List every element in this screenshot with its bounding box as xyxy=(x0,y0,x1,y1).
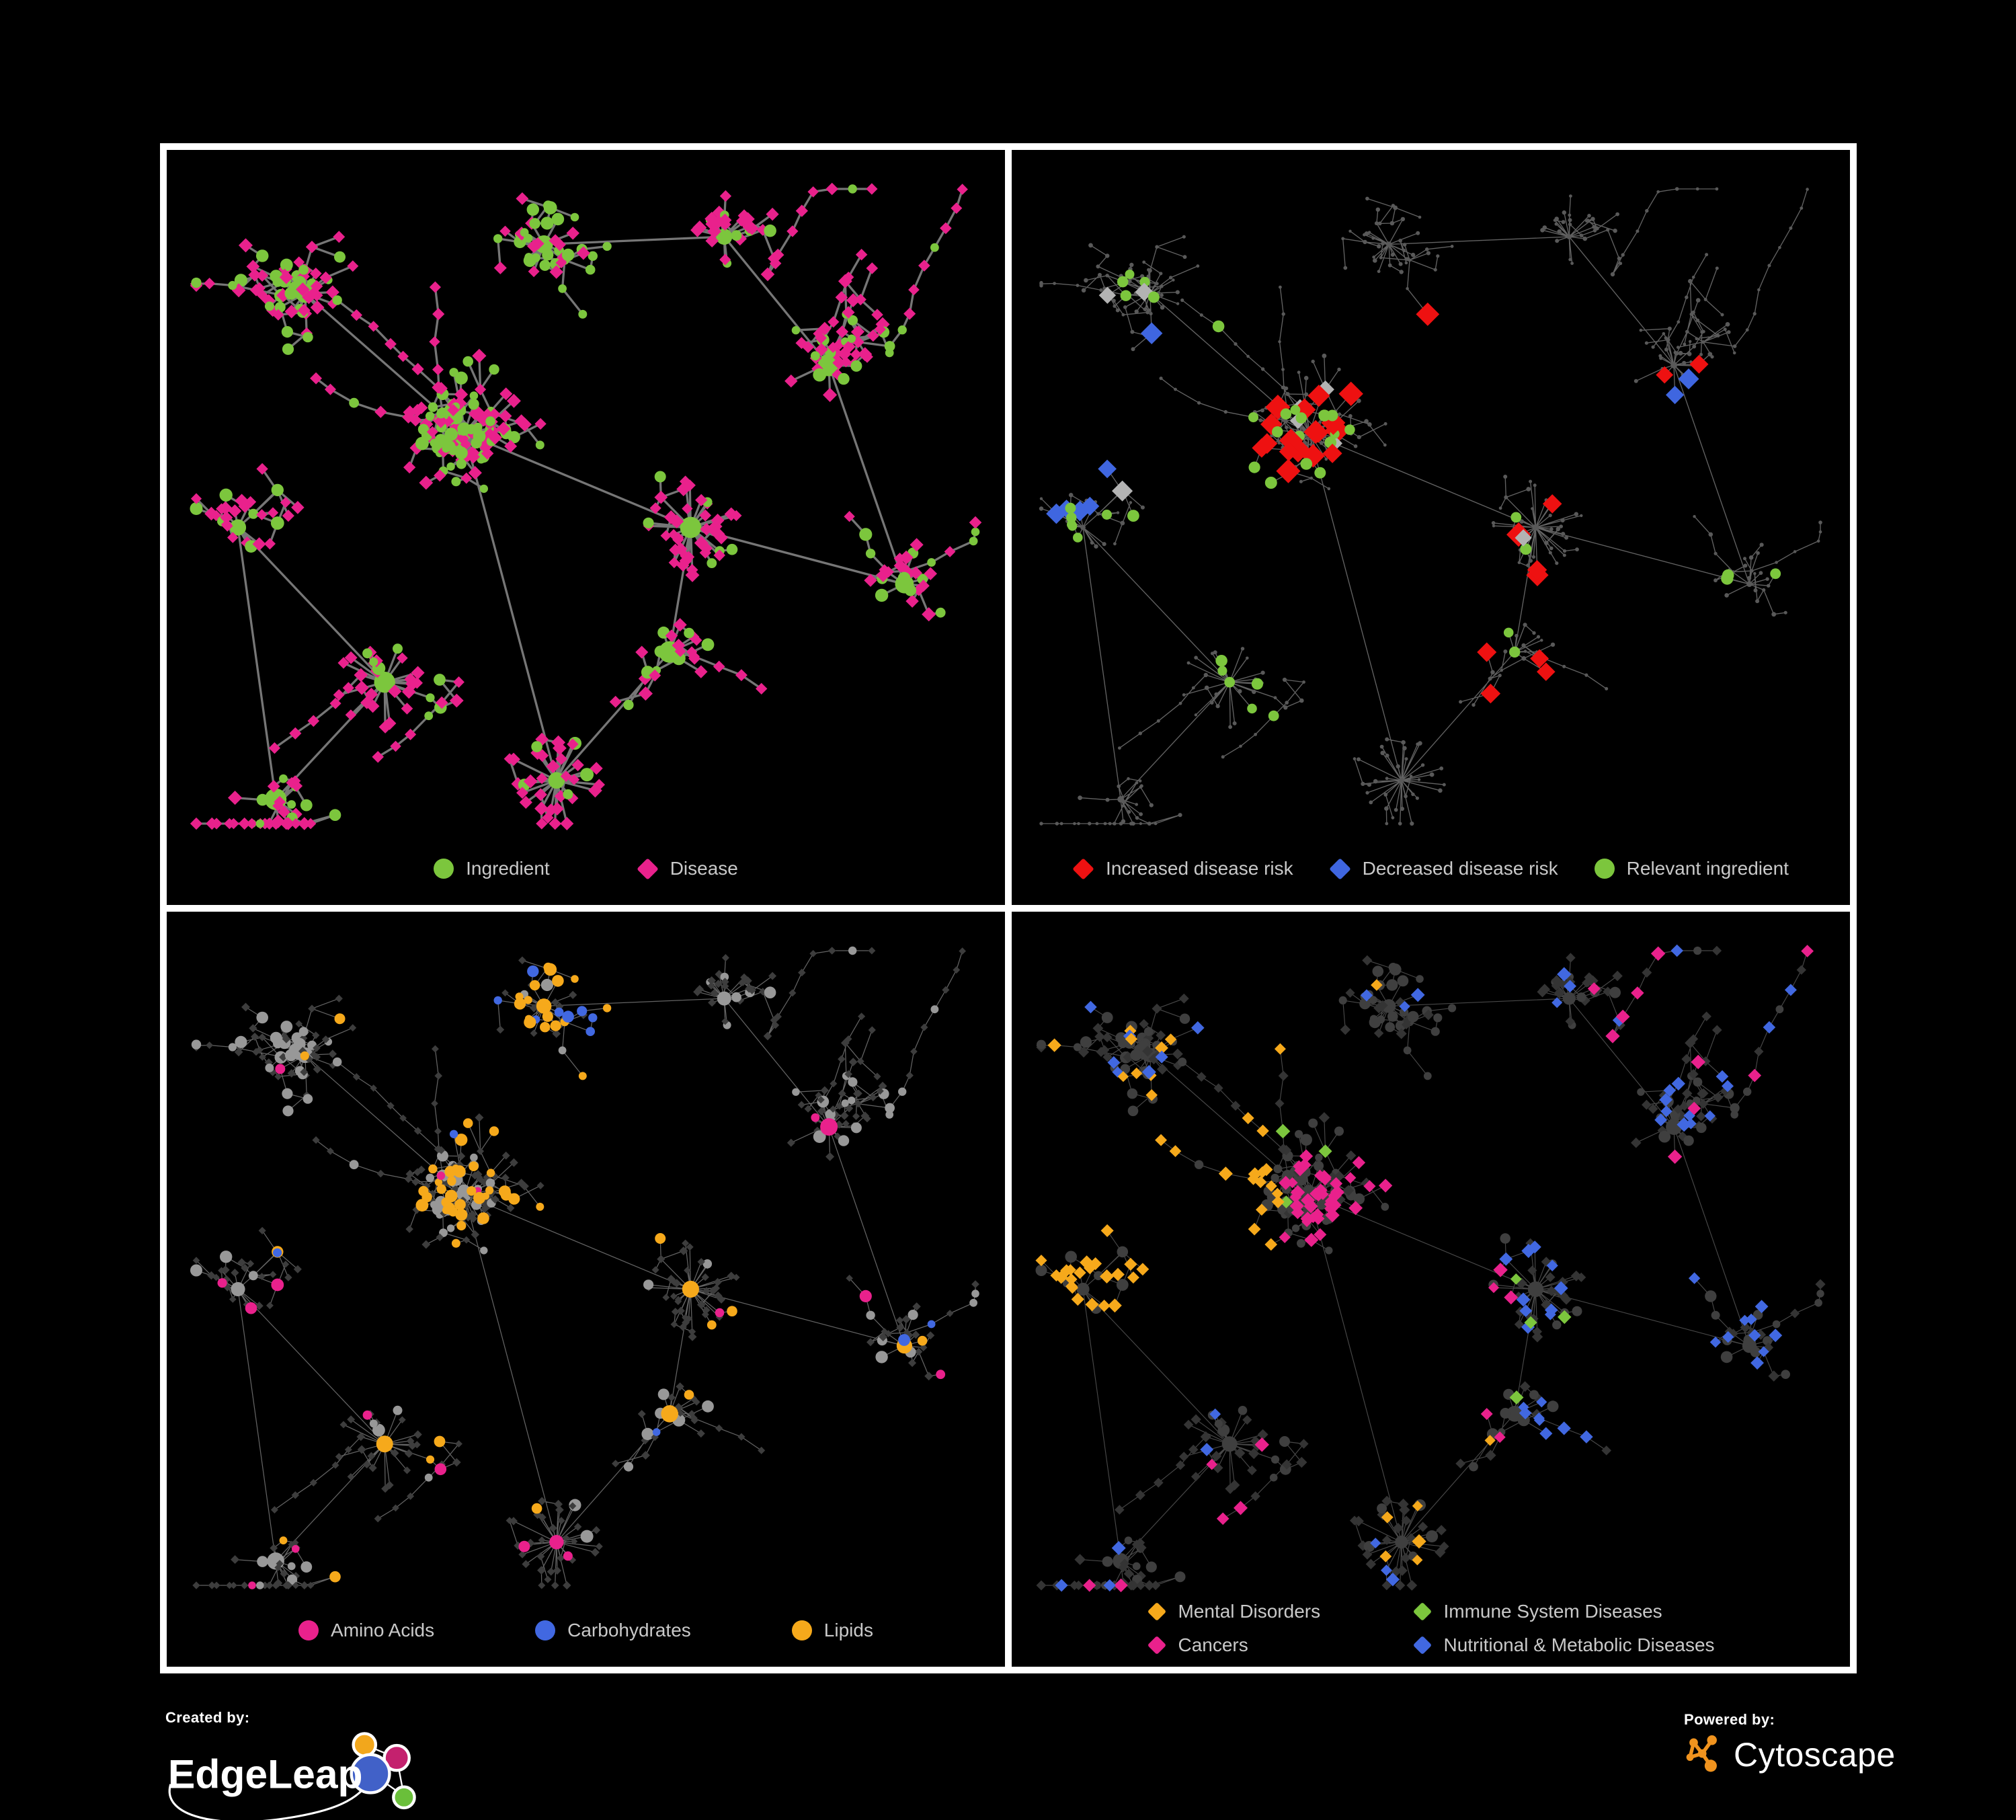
legend-item: Relevant ingredient xyxy=(1594,858,1789,879)
legend-item: Nutritional & Metabolic Diseases xyxy=(1412,1634,1715,1656)
decreased-risk-symbol xyxy=(1328,857,1351,880)
cytoscape-lockup: Cytoscape xyxy=(1684,1734,1896,1776)
horizontal-divider xyxy=(167,905,1850,912)
legend-label: Mental Disorders xyxy=(1178,1601,1321,1622)
immune-system-diseases-symbol xyxy=(1412,1601,1432,1622)
legend-item: Immune System Diseases xyxy=(1412,1601,1714,1622)
legend-label: Amino Acids xyxy=(331,1620,435,1640)
legend-item: Cancers xyxy=(1147,1634,1412,1656)
panel-disease-risk: Increased disease risk Decreased disease… xyxy=(1012,150,1850,905)
legend-item: Increased disease risk xyxy=(1072,857,1293,880)
legend-item: Disease xyxy=(636,857,738,880)
legend-nutrient-classes: Amino Acids Carbohydrates Lipids xyxy=(167,1620,1005,1641)
edgeleap-blue-node xyxy=(350,1753,391,1794)
network-graph-disease-risk xyxy=(1039,187,1822,826)
edgeleap-green-node xyxy=(392,1785,416,1810)
edgeleap-network-nodes xyxy=(350,1732,416,1810)
lipids-symbol xyxy=(791,1620,812,1640)
legend-item: Amino Acids xyxy=(298,1620,434,1641)
edgeleap-wordmark: EdgeLeap xyxy=(168,1751,363,1797)
legend-disease-risk: Increased disease risk Decreased disease… xyxy=(1012,857,1850,880)
legend-item: Mental Disorders xyxy=(1147,1601,1412,1622)
legend-item: Ingredient xyxy=(434,858,550,879)
legend-ingredient-disease: Ingredient Disease xyxy=(167,857,1005,880)
cytoscape-wordmark: Cytoscape xyxy=(1734,1736,1896,1774)
legend-item: Carbohydrates xyxy=(535,1620,691,1641)
powered-by-block: Powered by: Cytoscape xyxy=(1684,1711,1896,1776)
carbohydrates-symbol xyxy=(535,1620,556,1640)
powered-by-label: Powered by: xyxy=(1684,1711,1775,1728)
cancers-symbol xyxy=(1147,1635,1166,1655)
network-graph-ingredient-disease xyxy=(190,182,982,830)
cytoscape-icon xyxy=(1686,1735,1717,1772)
legend-label: Nutritional & Metabolic Diseases xyxy=(1443,1634,1715,1655)
disease-symbol xyxy=(636,857,659,880)
legend-label: Decreased disease risk xyxy=(1362,858,1558,879)
legend-label: Immune System Diseases xyxy=(1443,1601,1662,1622)
panel-nutrient-classes: Amino Acids Carbohydrates Lipids xyxy=(167,912,1005,1667)
legend-disease-classes: Mental Disorders Immune System Diseases … xyxy=(1147,1601,1715,1656)
ingredient-symbol xyxy=(434,859,454,879)
edgeleap-magenta-node xyxy=(382,1743,411,1772)
legend-label: Ingredient xyxy=(466,858,550,879)
relevant-ingredient-symbol xyxy=(1594,859,1615,879)
legend-label: Relevant ingredient xyxy=(1626,858,1789,879)
increased-risk-symbol xyxy=(1072,857,1094,880)
amino-acids-symbol xyxy=(298,1620,319,1640)
legend-label: Disease xyxy=(670,858,738,879)
panel-grid: Ingredient Disease Increased disease ris… xyxy=(160,143,1857,1673)
panel-disease-classes: Mental Disorders Immune System Diseases … xyxy=(1012,912,1850,1667)
network-graph-nutrient-classes xyxy=(190,946,979,1590)
created-by-block: Created by: EdgeLeap xyxy=(165,1709,461,1820)
legend-item: Decreased disease risk xyxy=(1328,857,1558,880)
legend-item: Lipids xyxy=(791,1620,873,1641)
created-by-label: Created by: xyxy=(165,1709,250,1726)
legend-label: Cancers xyxy=(1178,1634,1248,1655)
network-graph-disease-classes xyxy=(1035,944,1826,1593)
panel-ingredient-disease: Ingredient Disease xyxy=(167,150,1005,905)
mental-disorders-symbol xyxy=(1147,1601,1166,1622)
nutritional-metabolic-diseases-symbol xyxy=(1412,1635,1432,1655)
legend-label: Increased disease risk xyxy=(1106,858,1293,879)
legend-label: Lipids xyxy=(823,1620,873,1640)
edgeleap-logo: EdgeLeap xyxy=(168,1732,416,1820)
legend-label: Carbohydrates xyxy=(567,1620,691,1640)
